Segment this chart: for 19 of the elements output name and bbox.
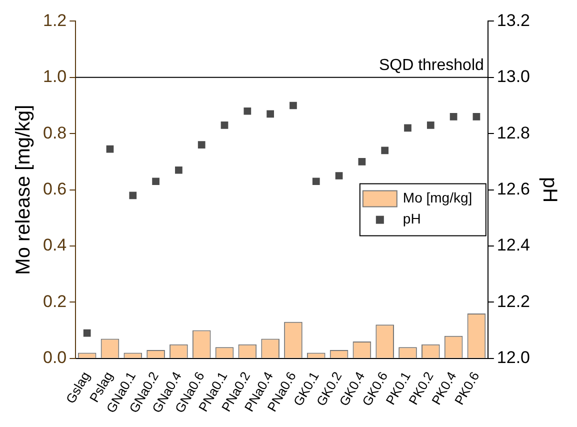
y-tick-label: 0.6 — [42, 179, 67, 198]
y-tick-label: 0.2 — [42, 292, 67, 311]
y2-tick-label: 12.8 — [496, 123, 530, 142]
y-tick-label: 1.0 — [42, 67, 67, 86]
y2-tick-label: 12.6 — [496, 179, 530, 198]
y2-tick-label: 12.4 — [496, 236, 530, 255]
ref-line-label: SQD threshold — [378, 56, 484, 74]
y2-axis-title: pH — [538, 177, 560, 203]
y-tick-label: 0.8 — [42, 123, 67, 142]
y-tick-label: 1.2 — [42, 10, 67, 30]
y-axis-title: Mo release [mg/kg] — [12, 104, 35, 275]
y2-tick-label: 12.0 — [496, 348, 530, 368]
y-tick-label: 0.4 — [42, 236, 67, 255]
legend-label: pH — [402, 210, 421, 227]
legend-label: Mo [mg/kg] — [402, 190, 472, 206]
y2-tick-label: 12.2 — [496, 292, 530, 311]
y2-tick-label: 13.0 — [496, 67, 530, 86]
y-tick-label: 0.0 — [42, 348, 67, 368]
y2-tick-label: 13.2 — [496, 10, 530, 30]
